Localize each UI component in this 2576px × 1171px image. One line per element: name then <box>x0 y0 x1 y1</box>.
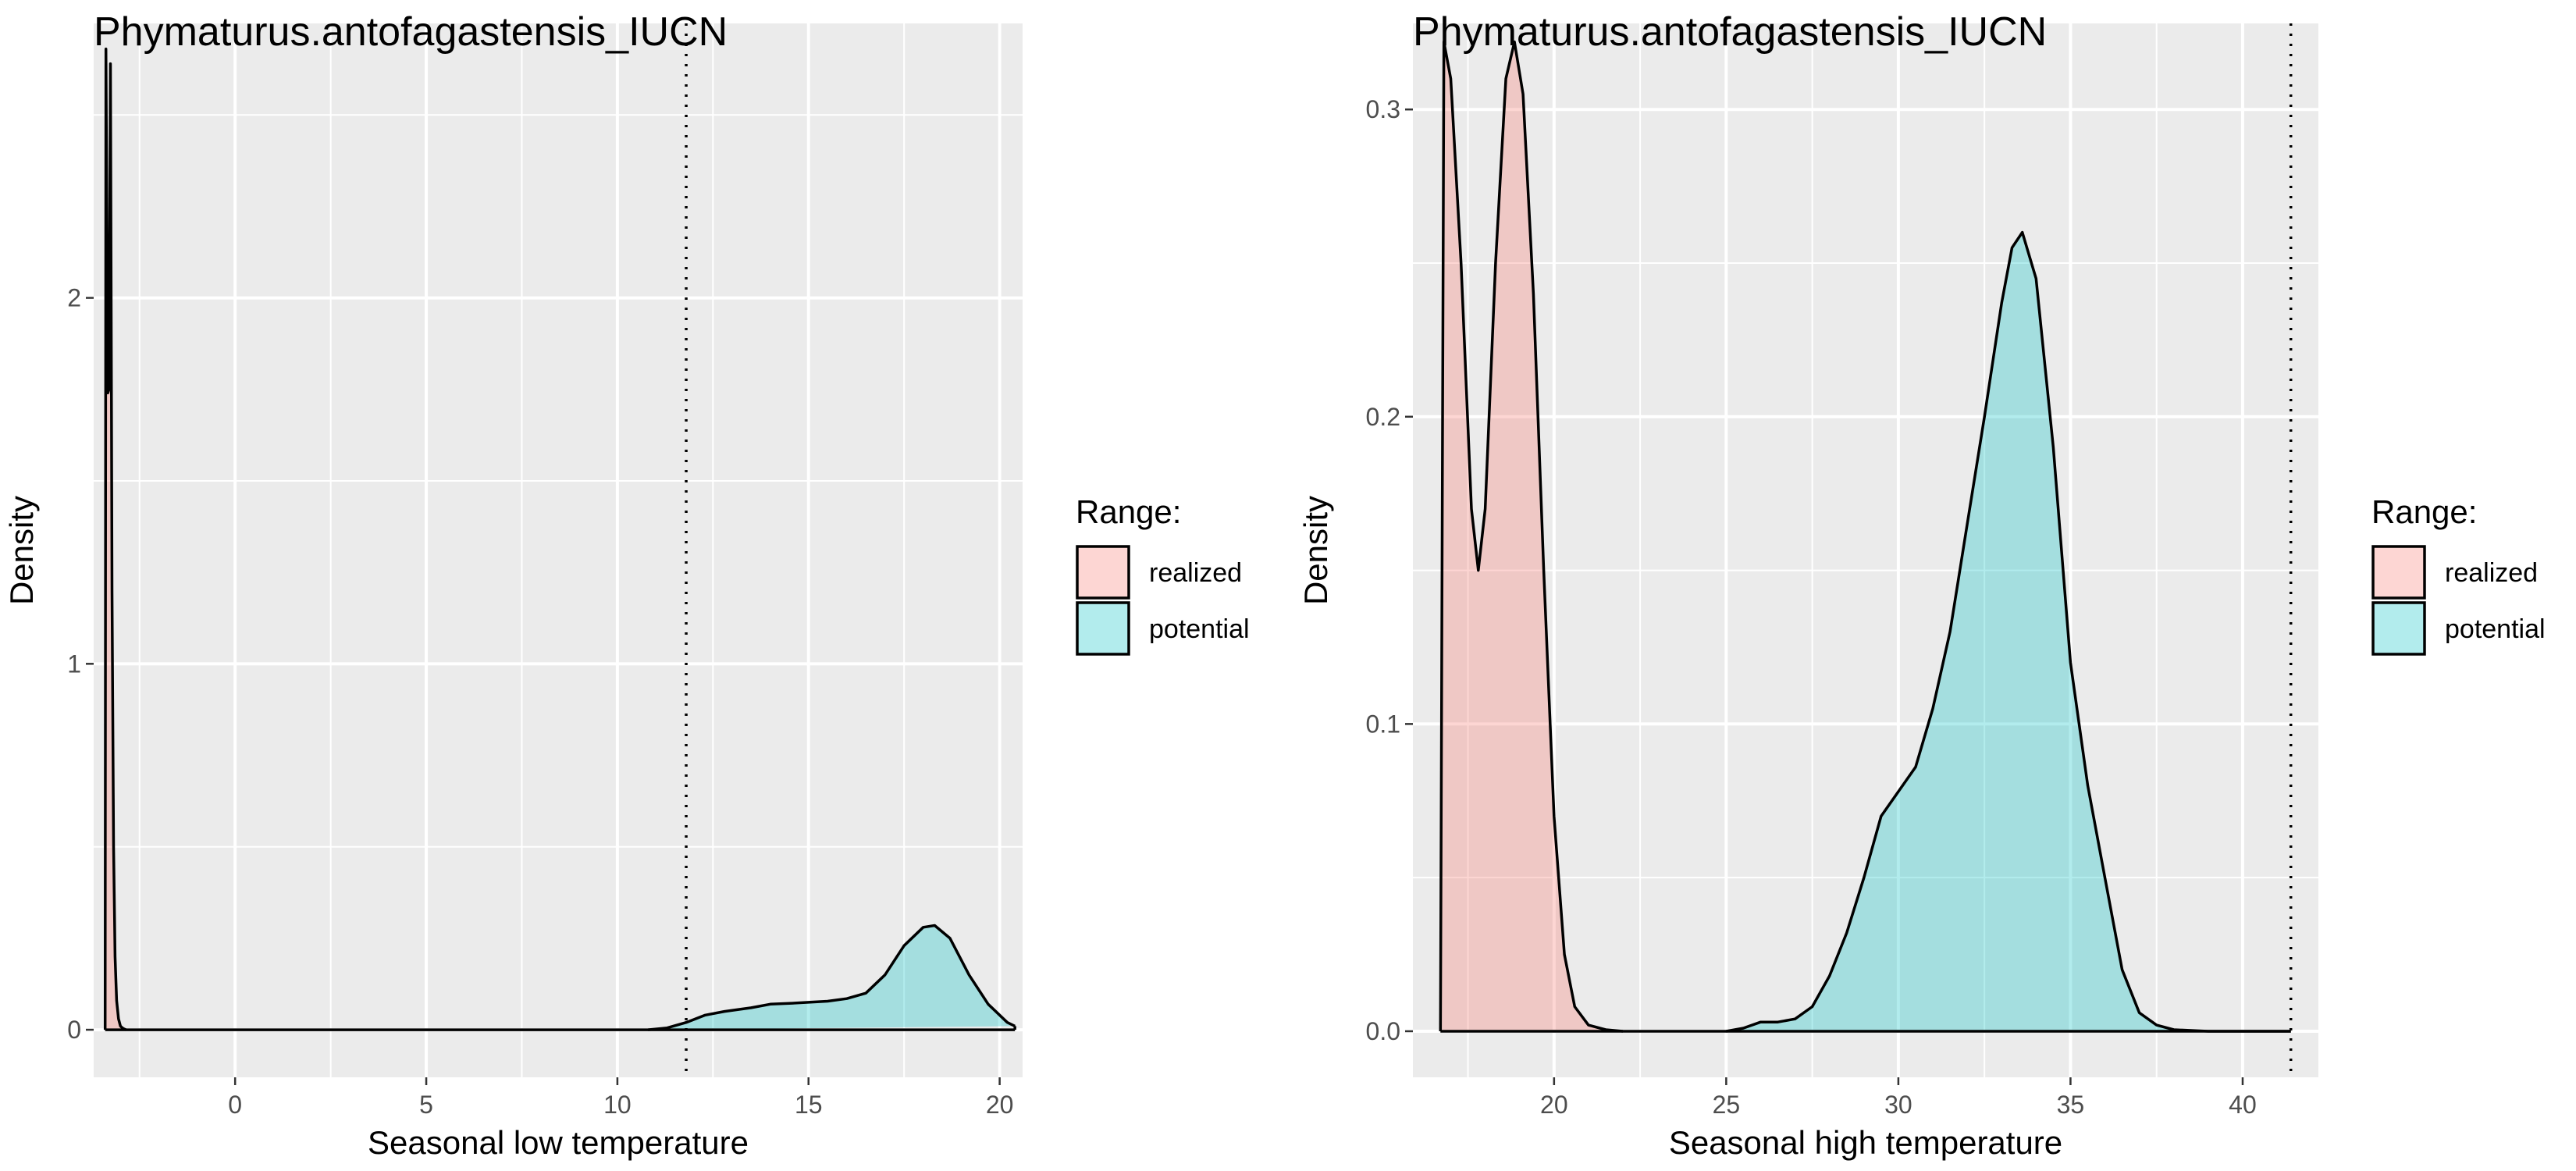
y-axis-title: Density <box>1297 496 1334 605</box>
x-tick-label: 5 <box>419 1091 433 1119</box>
y-axis-title: Density <box>3 496 40 605</box>
y-tick-label: 1 <box>67 650 81 678</box>
y-tick-label: 2 <box>67 284 81 312</box>
legend: Range: realized potential <box>1076 493 1250 656</box>
y-tick-label: 0.2 <box>1366 403 1400 431</box>
y-tick-label: 0.0 <box>1366 1017 1400 1045</box>
density-area-potential <box>648 925 1016 1030</box>
plot-background <box>1413 23 2318 1077</box>
chart-panel-1: 0 5 10 15 20 0 1 2 Phymaturus.antofagastensis_IU… <box>3 9 1250 1161</box>
legend-label-realized: realized <box>2445 558 2538 588</box>
x-tick-label: 35 <box>2057 1091 2085 1119</box>
x-tick-label: 0 <box>228 1091 242 1119</box>
x-tick-label: 20 <box>1540 1091 1568 1119</box>
density-area-potential <box>1726 232 2291 1032</box>
x-tick-label: 40 <box>2229 1091 2257 1119</box>
legend-title: Range: <box>1076 493 1181 530</box>
chart-title: Phymaturus.antofagastensis_IUCN <box>1413 9 2047 55</box>
y-tick-label: 0.1 <box>1366 710 1400 738</box>
legend-label-potential: potential <box>2445 614 2546 644</box>
legend-label-potential: potential <box>1149 614 1250 644</box>
chart-title: Phymaturus.antofagastensis_IUCN <box>94 9 728 55</box>
x-tick-label: 10 <box>603 1091 632 1119</box>
chart-panel-2: 20 25 30 35 40 0.0 0.1 0.2 0.3 Phymaturus.antofag… <box>1297 9 2546 1161</box>
plot-background <box>94 23 1023 1077</box>
legend-label-realized: realized <box>1149 558 1242 588</box>
density-area-realized <box>1440 41 1623 1032</box>
density-line-potential <box>647 924 1016 1031</box>
x-tick-label: 30 <box>1884 1091 1912 1119</box>
legend-key-realized <box>1076 545 1130 600</box>
legend-key-potential <box>1076 601 1130 656</box>
x-tick-label: 25 <box>1713 1091 1741 1119</box>
y-tick-label: 0.3 <box>1366 95 1400 123</box>
x-axis-title: Seasonal low temperature <box>368 1124 749 1161</box>
density-line-potential <box>1726 230 2291 1033</box>
density-line-realized <box>103 48 127 1031</box>
legend-key-realized <box>2371 545 2426 600</box>
x-tick-label: 20 <box>986 1091 1014 1119</box>
x-tick-label: 15 <box>795 1091 823 1119</box>
legend-title: Range: <box>2371 493 2477 530</box>
legend: Range: realized potential <box>2371 493 2546 656</box>
y-tick-label: 0 <box>67 1016 81 1044</box>
density-line-realized <box>1439 40 1624 1033</box>
x-axis-title: Seasonal high temperature <box>1669 1124 2062 1161</box>
legend-key-potential <box>2371 601 2426 656</box>
